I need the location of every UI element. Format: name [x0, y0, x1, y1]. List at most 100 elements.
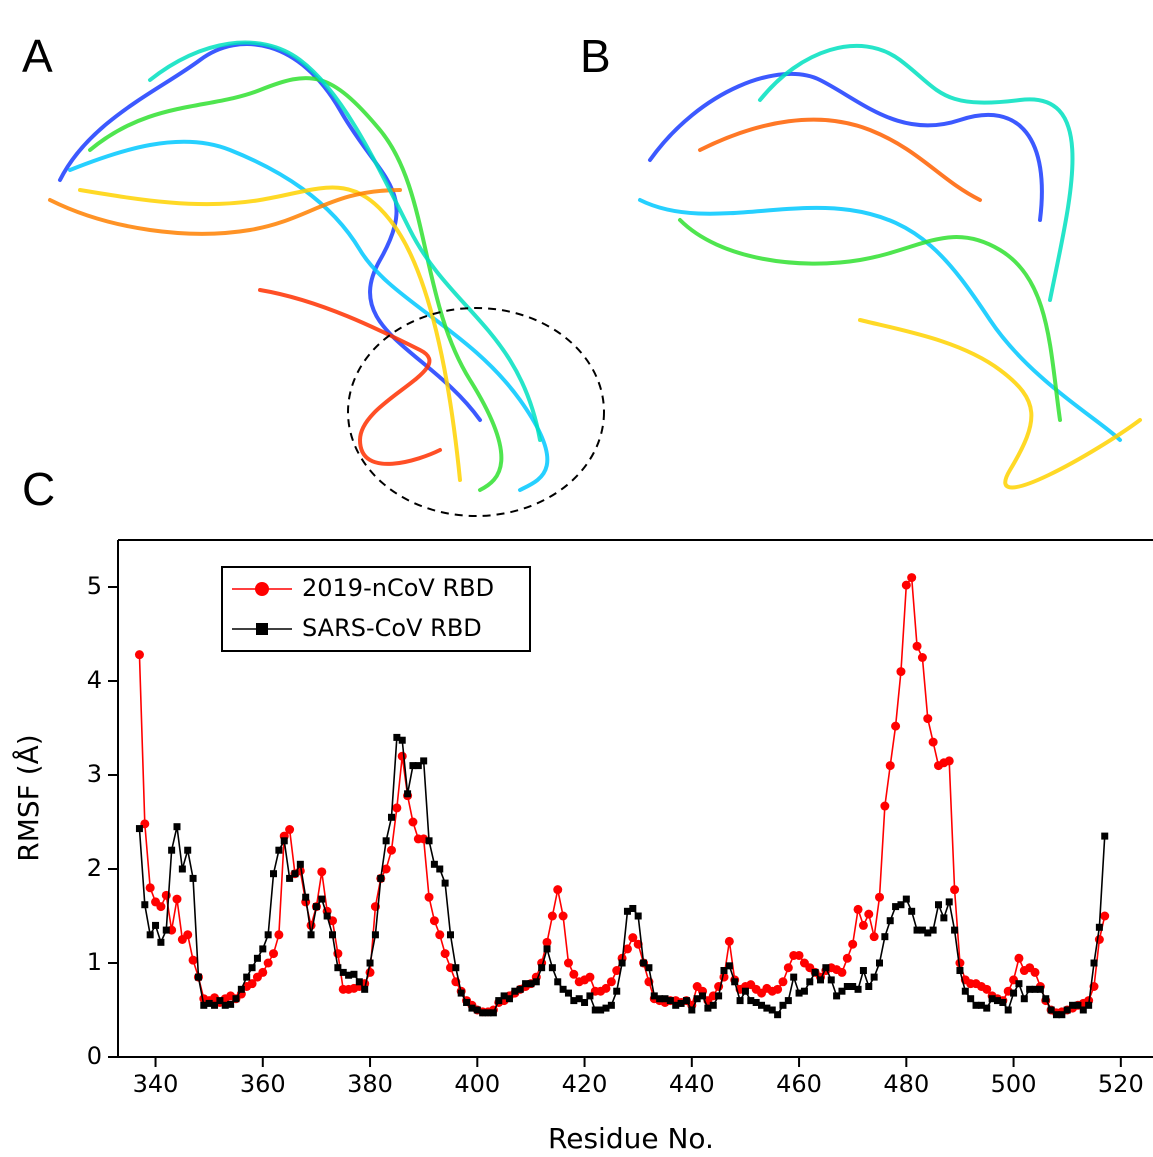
marker — [811, 968, 819, 976]
marker — [758, 1001, 766, 1009]
marker — [194, 973, 202, 981]
marker — [612, 966, 622, 976]
marker — [607, 1001, 615, 1009]
marker — [586, 992, 594, 1000]
marker — [1052, 1011, 1060, 1019]
marker — [999, 998, 1007, 1006]
x-tick-label: 440 — [669, 1070, 715, 1098]
marker — [1014, 953, 1024, 963]
marker — [345, 971, 353, 979]
marker — [511, 987, 519, 995]
marker — [446, 931, 454, 939]
marker — [232, 995, 240, 1003]
marker — [227, 1000, 235, 1008]
marker — [622, 944, 632, 954]
marker — [817, 976, 825, 984]
marker — [1095, 923, 1103, 931]
marker — [152, 921, 160, 929]
marker — [258, 967, 268, 977]
marker — [892, 903, 900, 911]
marker — [606, 977, 616, 987]
marker — [280, 837, 288, 845]
marker — [902, 895, 910, 903]
marker — [950, 885, 960, 895]
marker — [366, 959, 374, 967]
marker — [628, 933, 638, 943]
marker — [645, 964, 653, 972]
marker — [253, 954, 261, 962]
marker — [317, 867, 327, 877]
marker — [795, 989, 803, 997]
marker — [896, 667, 906, 677]
marker — [157, 938, 165, 946]
marker — [516, 985, 524, 993]
marker — [634, 912, 642, 920]
marker — [211, 1001, 219, 1009]
marker — [1010, 989, 1018, 997]
marker — [162, 926, 170, 934]
marker — [404, 790, 412, 798]
plot: 340 360 380 400 420 440 460 480 500 520 0 1 2 3 4 5 2019… — [87, 539, 1153, 1098]
marker — [1030, 967, 1040, 977]
marker — [602, 1004, 610, 1012]
marker — [709, 1001, 717, 1009]
marker — [923, 714, 933, 724]
panel-label: A — [22, 30, 53, 82]
marker — [505, 995, 513, 1003]
marker — [870, 973, 878, 981]
marker — [854, 985, 862, 993]
marker — [563, 958, 573, 968]
marker — [377, 874, 385, 882]
marker — [1047, 1006, 1055, 1014]
marker — [575, 995, 583, 1003]
marker — [393, 733, 401, 741]
marker — [1042, 995, 1050, 1003]
marker — [956, 967, 964, 975]
marker — [774, 1011, 782, 1019]
marker — [408, 817, 418, 827]
x-axis-title: Residue No. — [548, 1122, 714, 1155]
marker — [724, 936, 734, 946]
structure-a — [48, 40, 605, 517]
marker — [172, 894, 182, 904]
marker — [329, 931, 337, 939]
marker — [806, 978, 814, 986]
legend-marker — [255, 582, 269, 596]
x-tick-label: 520 — [1098, 1070, 1144, 1098]
legend: 2019-nCoV RBD SARS-CoV RBD — [221, 566, 531, 652]
marker — [693, 995, 701, 1003]
marker — [650, 992, 658, 1000]
marker — [548, 964, 556, 972]
marker — [1026, 985, 1034, 993]
marker — [355, 978, 363, 986]
marker — [1031, 985, 1039, 993]
marker — [247, 979, 257, 989]
marker — [928, 737, 938, 747]
marker — [270, 870, 278, 878]
marker — [741, 987, 749, 995]
marker — [559, 985, 567, 993]
marker — [350, 970, 358, 978]
marker — [569, 969, 579, 979]
marker — [827, 976, 835, 984]
marker — [424, 892, 434, 902]
marker — [1069, 1001, 1077, 1009]
x-tick-label: 400 — [454, 1070, 500, 1098]
marker — [917, 653, 927, 662]
marker — [420, 757, 428, 765]
marker — [522, 980, 530, 988]
marker — [532, 978, 540, 986]
marker — [146, 931, 154, 939]
marker — [457, 989, 465, 997]
marker — [296, 860, 304, 868]
marker — [822, 964, 830, 972]
marker — [495, 997, 503, 1005]
marker — [881, 933, 889, 941]
marker — [688, 1006, 696, 1014]
marker — [752, 998, 760, 1006]
marker — [570, 997, 578, 1005]
marker — [259, 945, 267, 953]
marker — [848, 939, 858, 949]
marker — [585, 972, 595, 982]
legend-label: 2019-nCoV RBD — [302, 574, 494, 602]
